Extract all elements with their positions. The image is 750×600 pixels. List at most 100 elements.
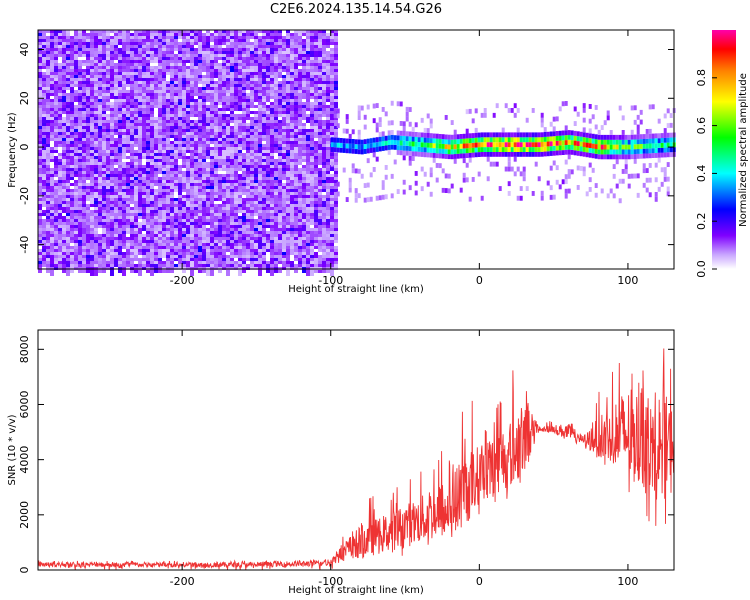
heatmap-cell xyxy=(246,63,250,66)
heatmap-cell xyxy=(274,162,278,165)
heatmap-cell xyxy=(246,72,250,75)
heatmap-cell xyxy=(230,228,234,231)
heatmap-cell xyxy=(258,93,262,96)
heatmap-cell xyxy=(98,111,102,114)
heatmap-cell xyxy=(170,51,174,54)
heatmap-cell xyxy=(266,183,270,192)
heatmap-cell xyxy=(250,54,254,57)
heatmap-cell xyxy=(226,219,230,225)
heatmap-cell xyxy=(290,204,294,207)
heatmap-cell xyxy=(282,210,286,213)
heatmap-cell xyxy=(150,246,154,249)
heatmap-cell xyxy=(178,147,182,150)
heatmap-cell xyxy=(58,99,62,102)
heatmap-cell xyxy=(142,213,146,216)
heatmap-cell xyxy=(178,231,182,237)
heatmap-cell xyxy=(102,201,106,204)
heatmap-cell xyxy=(82,30,86,33)
heatmap-cell xyxy=(194,36,198,39)
heatmap-cell xyxy=(130,231,134,234)
heatmap-cell xyxy=(70,54,74,63)
heatmap-cell xyxy=(278,48,282,51)
heatmap-cell xyxy=(210,186,214,189)
heatmap-cell xyxy=(170,201,174,210)
heatmap-cell xyxy=(54,186,58,189)
heatmap-cell xyxy=(138,153,142,156)
heatmap-cell xyxy=(86,213,90,222)
heatmap-cell xyxy=(310,231,314,240)
heatmap-cell xyxy=(98,141,102,144)
heatmap-cell xyxy=(202,246,206,249)
heatmap-cell xyxy=(270,171,274,174)
heatmap-cell xyxy=(162,99,166,102)
heatmap-cell xyxy=(210,183,214,186)
heatmap-cell xyxy=(254,213,258,216)
heatmap-cell xyxy=(42,264,46,267)
heatmap-cell xyxy=(302,150,306,153)
heatmap-cell xyxy=(66,168,70,171)
heatmap-cell xyxy=(230,66,234,75)
heatmap-cell xyxy=(194,102,198,105)
heatmap-cell xyxy=(114,138,118,141)
heatmap-cell xyxy=(66,66,70,69)
heatmap-cell xyxy=(226,198,230,207)
heatmap-cell xyxy=(154,180,158,183)
heatmap-cell xyxy=(42,192,46,195)
heatmap-cell xyxy=(174,225,178,228)
heatmap-cell xyxy=(302,246,306,249)
heatmap-cell xyxy=(50,54,54,57)
heatmap-cell xyxy=(230,45,234,48)
heatmap-cell xyxy=(70,156,74,159)
heatmap-cell xyxy=(294,138,298,141)
heatmap-cell xyxy=(210,177,214,180)
heatmap-cell xyxy=(202,267,206,273)
heatmap-cell xyxy=(82,51,86,54)
heatmap-cell xyxy=(102,45,106,48)
heatmap-cell xyxy=(70,123,74,126)
heatmap-cell xyxy=(286,243,290,246)
heatmap-cell xyxy=(294,30,298,33)
heatmap-cell xyxy=(218,165,222,168)
heatmap-cell xyxy=(42,75,46,78)
heatmap-cell xyxy=(194,51,198,54)
heatmap-cell xyxy=(274,240,278,243)
heatmap-cell xyxy=(94,156,98,159)
heatmap-cell xyxy=(70,249,74,252)
heatmap-cell xyxy=(154,84,158,87)
heatmap-cell xyxy=(142,246,146,249)
heatmap-cell xyxy=(118,87,122,90)
heatmap-cell xyxy=(206,144,210,147)
heatmap-cell xyxy=(214,150,218,153)
heatmap-cell xyxy=(186,36,190,39)
heatmap-cell xyxy=(102,156,106,165)
heatmap-cell xyxy=(238,90,242,93)
heatmap-cell xyxy=(154,39,158,42)
heatmap-cell xyxy=(306,183,310,186)
heatmap-cell xyxy=(278,210,282,213)
heatmap-cell xyxy=(38,195,42,198)
heatmap-cell xyxy=(106,30,110,33)
heatmap-cell xyxy=(154,246,158,249)
heatmap-cell xyxy=(202,198,206,201)
heatmap-cell xyxy=(94,147,98,150)
heatmap-cell xyxy=(90,45,94,48)
heatmap-cell xyxy=(202,264,206,267)
heatmap-cell xyxy=(150,75,154,78)
heatmap-cell xyxy=(198,120,202,123)
heatmap-cell xyxy=(134,117,138,120)
heatmap-cell xyxy=(118,42,122,45)
heatmap-cell xyxy=(142,126,146,135)
heatmap-cell xyxy=(70,132,74,135)
heatmap-cell xyxy=(298,138,302,141)
heatmap-cell xyxy=(166,171,170,174)
heatmap-cell xyxy=(94,219,98,222)
heatmap-cell xyxy=(162,30,166,36)
heatmap-cell xyxy=(270,144,274,147)
heatmap-cell xyxy=(202,75,206,78)
heatmap-cell xyxy=(246,69,250,72)
heatmap-cell xyxy=(310,198,314,201)
heatmap-cell xyxy=(270,258,274,264)
heatmap-cell xyxy=(302,213,306,222)
heatmap-cell xyxy=(222,243,226,246)
heatmap-cell xyxy=(266,231,270,234)
